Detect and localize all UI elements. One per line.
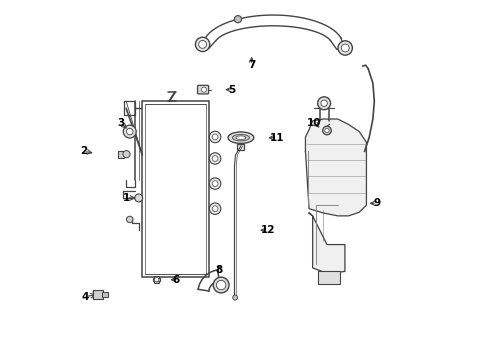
Circle shape [126,216,133,223]
Text: 6: 6 [172,275,180,285]
Circle shape [201,87,206,92]
Circle shape [122,150,130,158]
Circle shape [317,97,330,110]
Circle shape [209,131,221,143]
Text: 7: 7 [247,60,255,70]
Circle shape [123,125,136,138]
Ellipse shape [232,134,249,141]
Text: 8: 8 [215,265,223,275]
Bar [153,278,160,282]
Bar [154,276,159,283]
Bar [317,271,339,284]
Circle shape [216,280,225,290]
Circle shape [209,178,221,189]
Text: 3: 3 [117,118,124,128]
Circle shape [337,41,352,55]
Circle shape [232,295,237,300]
Text: 9: 9 [373,198,380,208]
Circle shape [322,126,330,135]
Circle shape [154,278,159,282]
Circle shape [209,203,221,215]
Circle shape [198,40,206,48]
Bar [93,290,102,299]
Circle shape [135,194,142,202]
Circle shape [234,15,241,23]
Polygon shape [308,213,344,273]
Circle shape [209,153,221,164]
Text: 4: 4 [81,292,88,302]
Text: 2: 2 [80,146,87,156]
Circle shape [212,134,218,140]
Circle shape [126,129,133,135]
Circle shape [341,44,348,52]
Bar [145,104,205,274]
Ellipse shape [235,136,245,139]
Circle shape [320,100,326,107]
Circle shape [213,277,228,293]
Circle shape [324,129,328,133]
Text: 10: 10 [306,118,321,128]
Polygon shape [305,119,366,216]
Bar [142,101,208,277]
Circle shape [195,37,209,51]
Text: 12: 12 [260,225,274,235]
Text: 1: 1 [122,193,129,203]
Ellipse shape [227,132,253,143]
Circle shape [212,181,218,186]
Circle shape [212,206,218,212]
Bar [102,292,108,297]
Text: 11: 11 [269,133,284,143]
Text: 5: 5 [228,85,235,95]
FancyBboxPatch shape [197,85,208,94]
Bar [118,150,124,158]
Bar [237,144,244,150]
Circle shape [212,156,218,161]
